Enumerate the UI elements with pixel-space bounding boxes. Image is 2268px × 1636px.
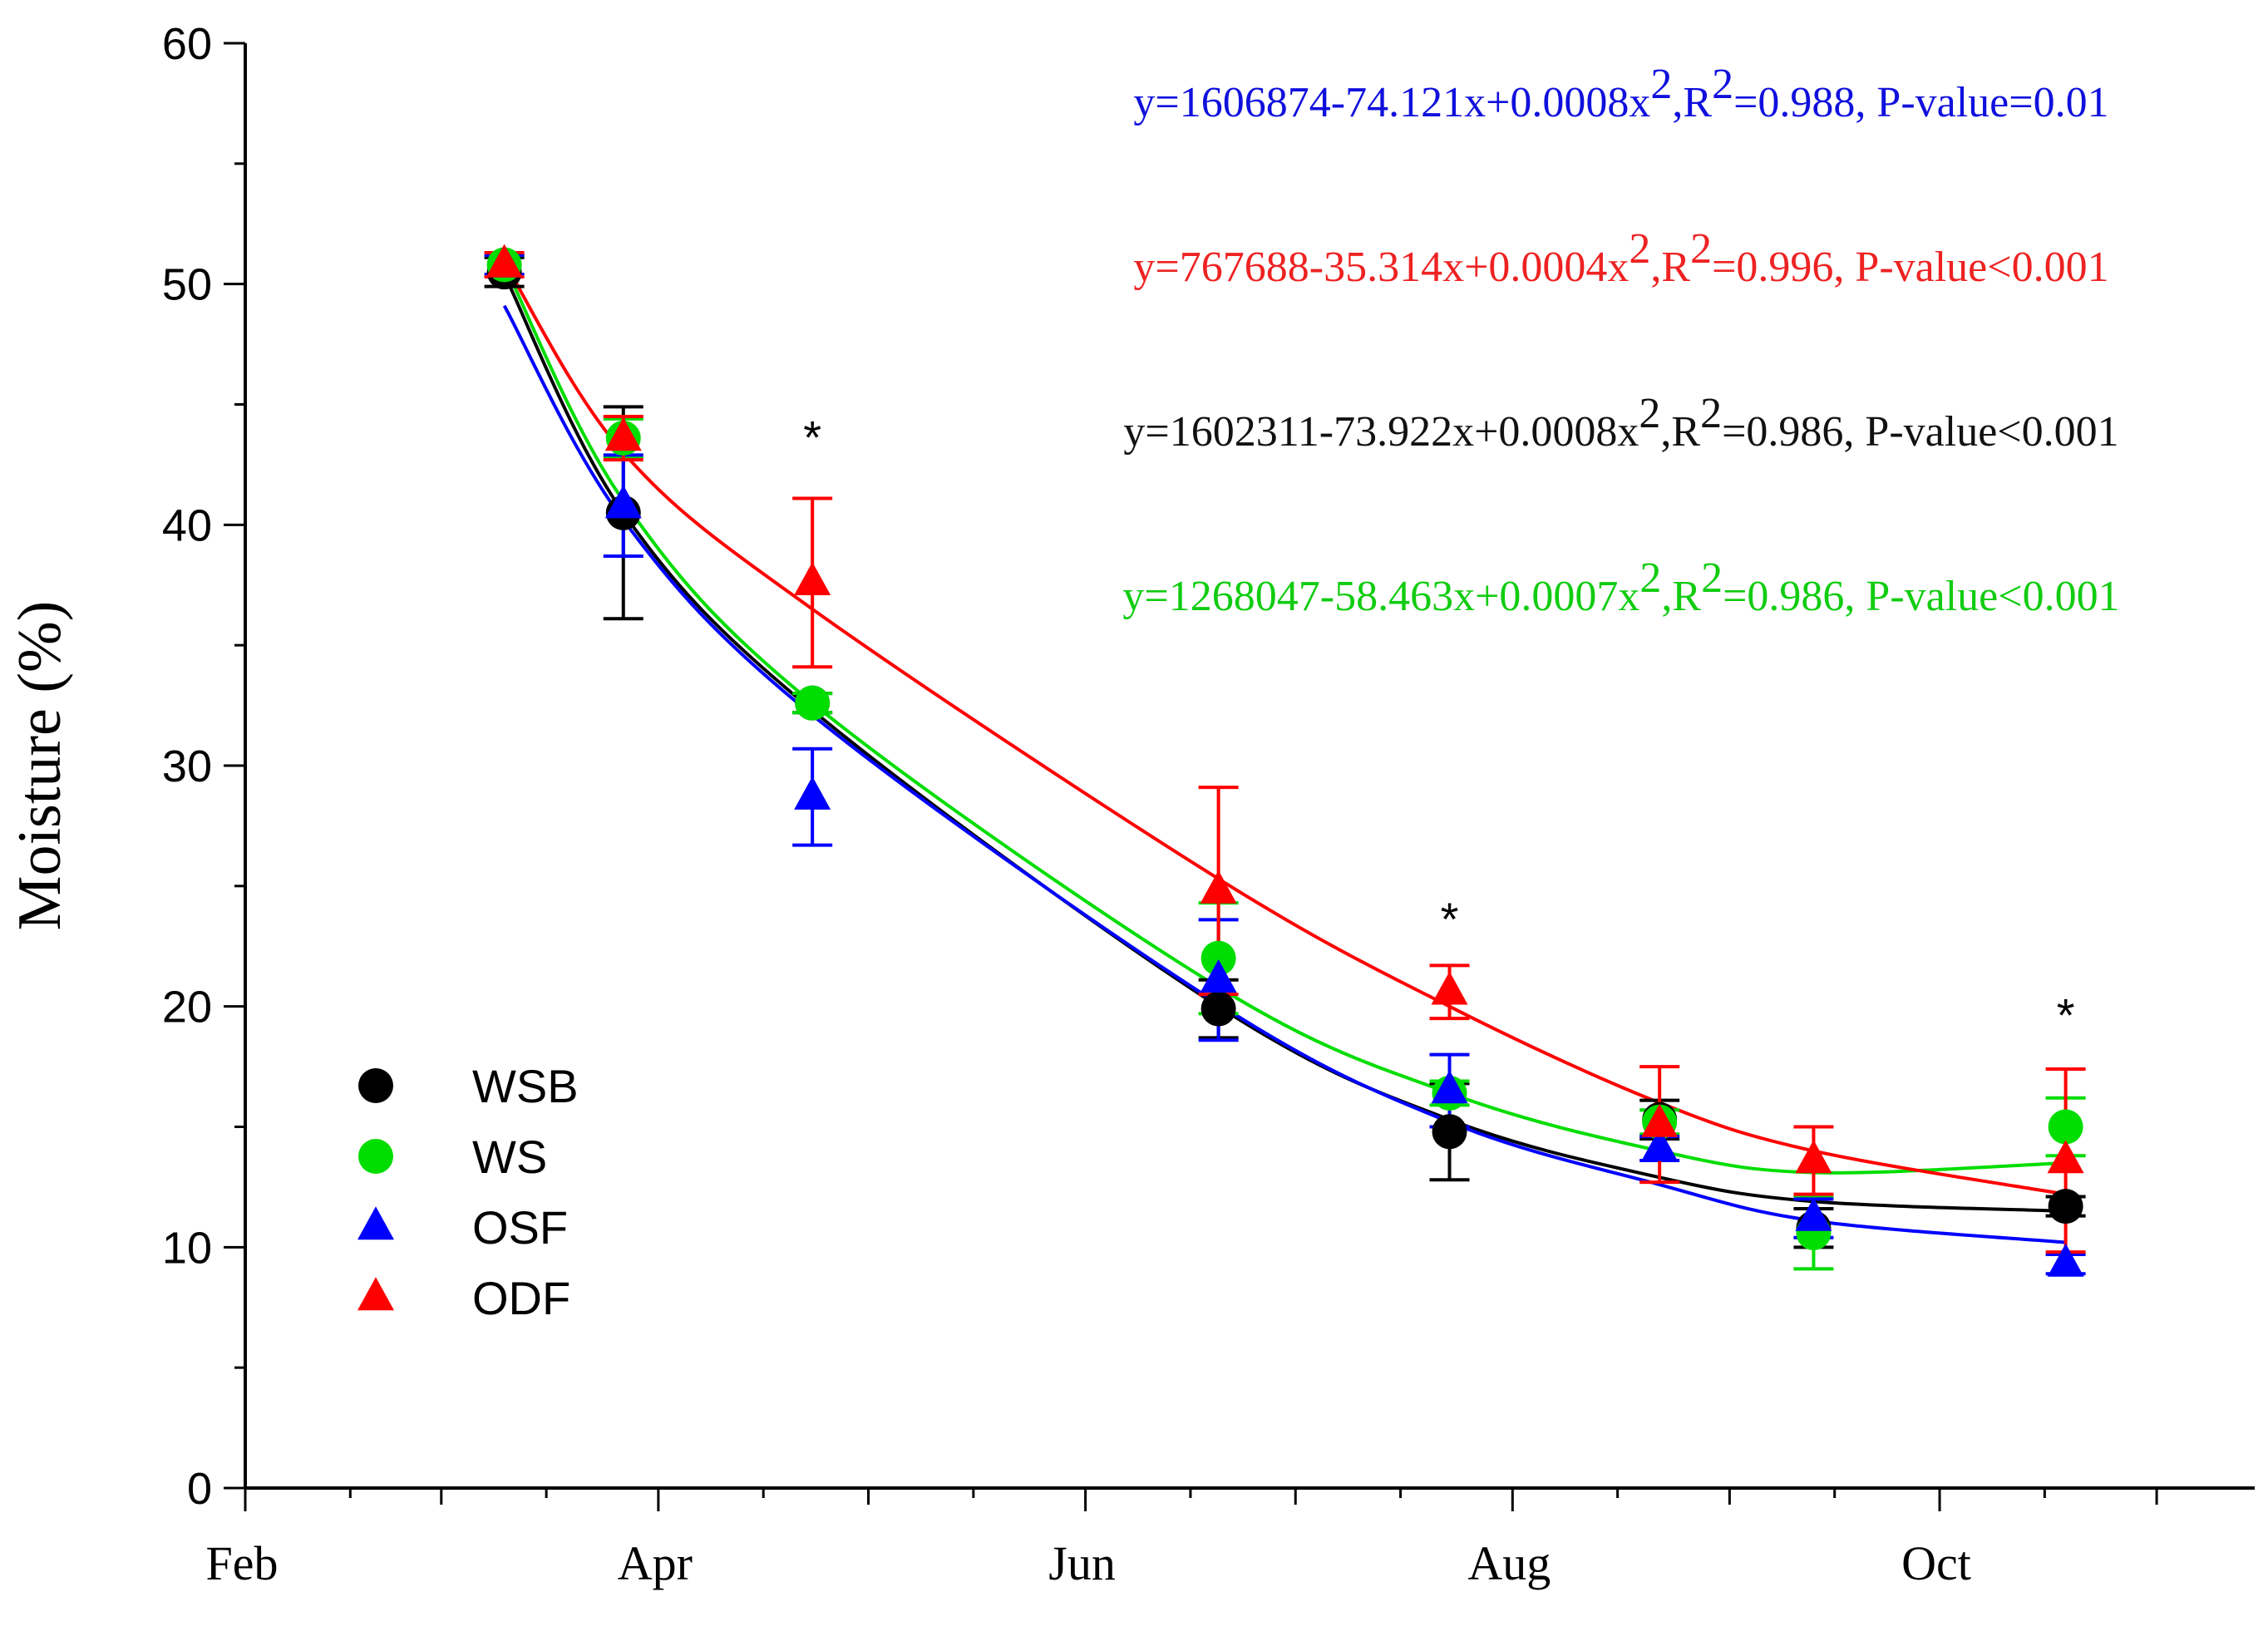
data-point-odf bbox=[1795, 1140, 1832, 1174]
data-point-odf bbox=[2047, 1140, 2084, 1174]
legend-marker bbox=[357, 1206, 394, 1240]
legend-label: OSF bbox=[472, 1201, 568, 1254]
equation-wsb: y=1602311-73.922x+0.0008x2,R2=0.986, P-v… bbox=[1123, 390, 2118, 456]
data-points bbox=[486, 244, 2084, 1277]
fit-curves bbox=[502, 261, 2066, 1244]
x-tick-label: Feb bbox=[206, 1536, 279, 1590]
data-point-osf bbox=[1200, 959, 1237, 993]
legend-item-osf: OSF bbox=[357, 1201, 568, 1254]
data-point-odf bbox=[794, 562, 831, 596]
y-tick-label: 30 bbox=[162, 742, 212, 791]
legend-label: ODF bbox=[472, 1272, 570, 1324]
equation-odf: y=767688-35.314x+0.0004x2,R2=0.996, P-va… bbox=[1133, 225, 2108, 291]
data-point-osf bbox=[794, 776, 831, 810]
x-tick-label: Oct bbox=[1901, 1536, 1971, 1590]
data-point-osf bbox=[1641, 1127, 1679, 1161]
equation-osf: y=1606874-74.121x+0.0008x2,R2=0.988, P-v… bbox=[1133, 61, 2108, 126]
legend-marker bbox=[358, 1139, 393, 1174]
legend: WSB WS OSF ODF bbox=[357, 1060, 579, 1324]
y-axis-title: Moisture (%) bbox=[6, 601, 74, 931]
y-tick-label: 10 bbox=[162, 1223, 212, 1273]
data-point-osf bbox=[2047, 1243, 2084, 1277]
regression-equations: y=1606874-74.121x+0.0008x2,R2=0.988, P-v… bbox=[1122, 61, 2119, 620]
data-point-odf bbox=[486, 244, 523, 278]
y-tick-label: 40 bbox=[162, 500, 212, 550]
x-tick-label: Apr bbox=[618, 1536, 693, 1590]
data-point-ws bbox=[2048, 1109, 2083, 1145]
fit-curve-osf bbox=[502, 304, 2066, 1244]
y-tick-label: 50 bbox=[162, 260, 212, 310]
data-point-odf bbox=[604, 417, 642, 451]
data-point-odf bbox=[1641, 1103, 1679, 1137]
data-point-ws bbox=[795, 685, 831, 721]
data-point-ws bbox=[1201, 940, 1236, 976]
significance-star: * bbox=[1441, 893, 1459, 945]
y-tick-label: 60 bbox=[162, 19, 212, 69]
legend-label: WSB bbox=[472, 1060, 579, 1112]
data-point-wsb bbox=[1432, 1114, 1467, 1150]
x-tick-label: Aug bbox=[1467, 1536, 1551, 1590]
data-point-osf bbox=[1431, 1070, 1468, 1104]
y-tick-label: 0 bbox=[187, 1464, 212, 1514]
equation-ws: y=1268047-58.463x+0.0007x2,R2=0.986, P-v… bbox=[1122, 554, 2119, 620]
axes: 0 10 20 30 40 50 60 Feb Apr Jun Aug Oct Moisture (%) bbox=[6, 19, 2255, 1590]
significance-marks: * * * bbox=[803, 411, 2074, 1041]
data-point-osf bbox=[1795, 1197, 1832, 1231]
legend-marker bbox=[358, 1068, 393, 1103]
significance-star: * bbox=[803, 411, 821, 463]
data-point-odf bbox=[1200, 870, 1237, 904]
data-point-wsb bbox=[2048, 1189, 2083, 1225]
fit-curve-wsb bbox=[502, 273, 2066, 1213]
fit-curve-odf bbox=[502, 261, 2066, 1196]
significance-star: * bbox=[2057, 989, 2075, 1042]
y-tick-label: 20 bbox=[162, 983, 212, 1032]
legend-item-wsb: WSB bbox=[358, 1060, 579, 1112]
legend-item-odf: ODF bbox=[357, 1272, 570, 1324]
data-point-odf bbox=[1431, 971, 1468, 1005]
legend-label: WS bbox=[472, 1131, 547, 1183]
x-tick-label: Jun bbox=[1048, 1536, 1116, 1590]
fit-curve-ws bbox=[502, 264, 2066, 1175]
legend-item-ws: WS bbox=[358, 1131, 547, 1183]
data-point-osf bbox=[604, 485, 642, 519]
data-point-wsb bbox=[1201, 991, 1236, 1027]
legend-marker bbox=[357, 1277, 394, 1311]
